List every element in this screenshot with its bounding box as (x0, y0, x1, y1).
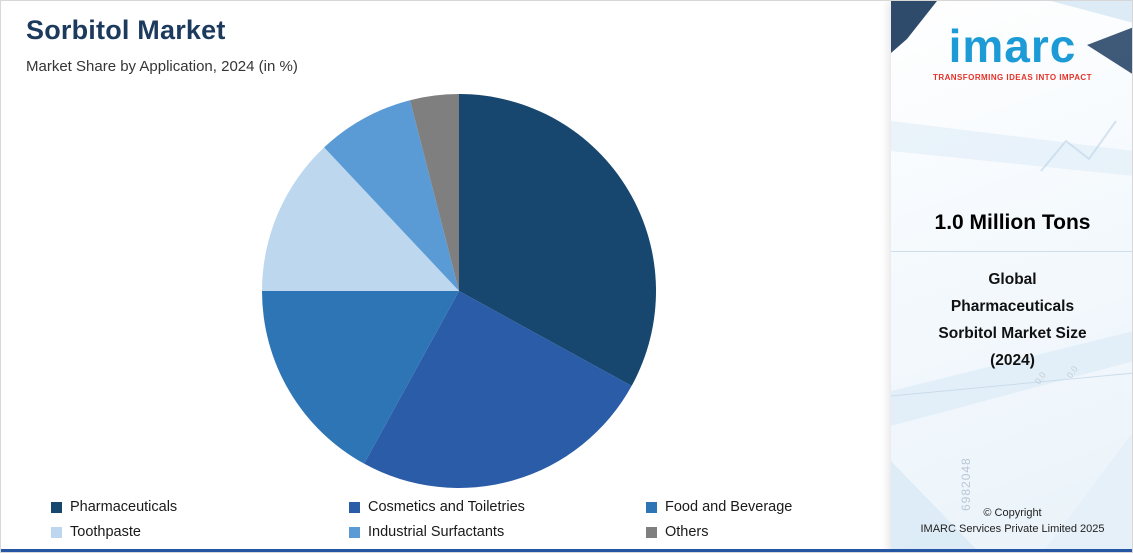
pie-slice-cosmetics-and-toiletries (364, 291, 632, 489)
pie-chart-svg (262, 94, 657, 489)
pie-slice-food-and-beverage (262, 291, 459, 464)
legend-item-toothpaste: Toothpaste (51, 524, 349, 540)
legend-swatch-pharmaceuticals (51, 501, 62, 513)
legend-swatch-cosmetics-and-toiletries (349, 501, 360, 513)
legend-label: Food and Beverage (665, 499, 793, 515)
pie-chart (259, 91, 659, 491)
legend-item-industrial-surfactants: Industrial Surfactants (349, 524, 646, 540)
legend-label: Others (665, 524, 709, 540)
imarc-logo-text: imarc (948, 20, 1077, 72)
sidebar-decor-number: 6982048 (959, 457, 973, 511)
legend-item-pharmaceuticals: Pharmaceuticals (51, 499, 349, 515)
legend-item-others: Others (646, 524, 881, 540)
copyright-line-2: IMARC Services Private Limited 2025 (920, 523, 1105, 536)
legend-label: Toothpaste (70, 524, 141, 540)
legend-swatch-toothpaste (51, 526, 62, 538)
imarc-logo: imarc TRANSFORMING IDEAS INTO IMPACT (891, 20, 1132, 82)
legend-swatch-industrial-surfactants (349, 526, 360, 538)
legend-label: Industrial Surfactants (368, 524, 505, 540)
legend-label: Cosmetics and Toiletries (368, 499, 525, 515)
stat-divider (891, 251, 1132, 252)
stat-label-line: Pharmaceuticals (950, 298, 1075, 316)
legend-swatch-food-and-beverage (646, 501, 657, 513)
pie-slice-toothpaste (262, 147, 459, 291)
stat-value: 1.0 Million Tons (934, 211, 1091, 234)
legend-item-food-and-beverage: Food and Beverage (646, 499, 881, 515)
copyright-notice: © Copyright IMARC Services Private Limit… (891, 506, 1132, 538)
pie-slice-others (410, 94, 459, 291)
bottom-accent-strip (1, 549, 1132, 552)
stat-label-line: (2024) (990, 352, 1035, 370)
page-subtitle: Market Share by Application, 2024 (in %) (26, 58, 298, 75)
imarc-logo-tagline: TRANSFORMING IDEAS INTO IMPACT (933, 73, 1092, 82)
pie-slice-pharmaceuticals (459, 94, 657, 386)
market-size-stat: 1.0 Million Tons Global Pharmaceuticals … (891, 211, 1132, 375)
stat-label-line: Sorbitol Market Size (938, 325, 1087, 343)
copyright-line-1: © Copyright (983, 507, 1042, 520)
legend-label: Pharmaceuticals (70, 499, 178, 515)
brand-sidebar: 0.0 0.0 6982048 imarc TRANSFORMING IDEAS… (891, 1, 1132, 552)
stat-label-line: Global (988, 271, 1037, 288)
chart-legend: Pharmaceuticals Cosmetics and Toiletries… (51, 499, 881, 540)
legend-item-cosmetics-and-toiletries: Cosmetics and Toiletries (349, 499, 646, 515)
pie-slice-industrial-surfactants (324, 100, 459, 291)
page-title: Sorbitol Market (26, 15, 226, 45)
legend-swatch-others (646, 526, 657, 538)
